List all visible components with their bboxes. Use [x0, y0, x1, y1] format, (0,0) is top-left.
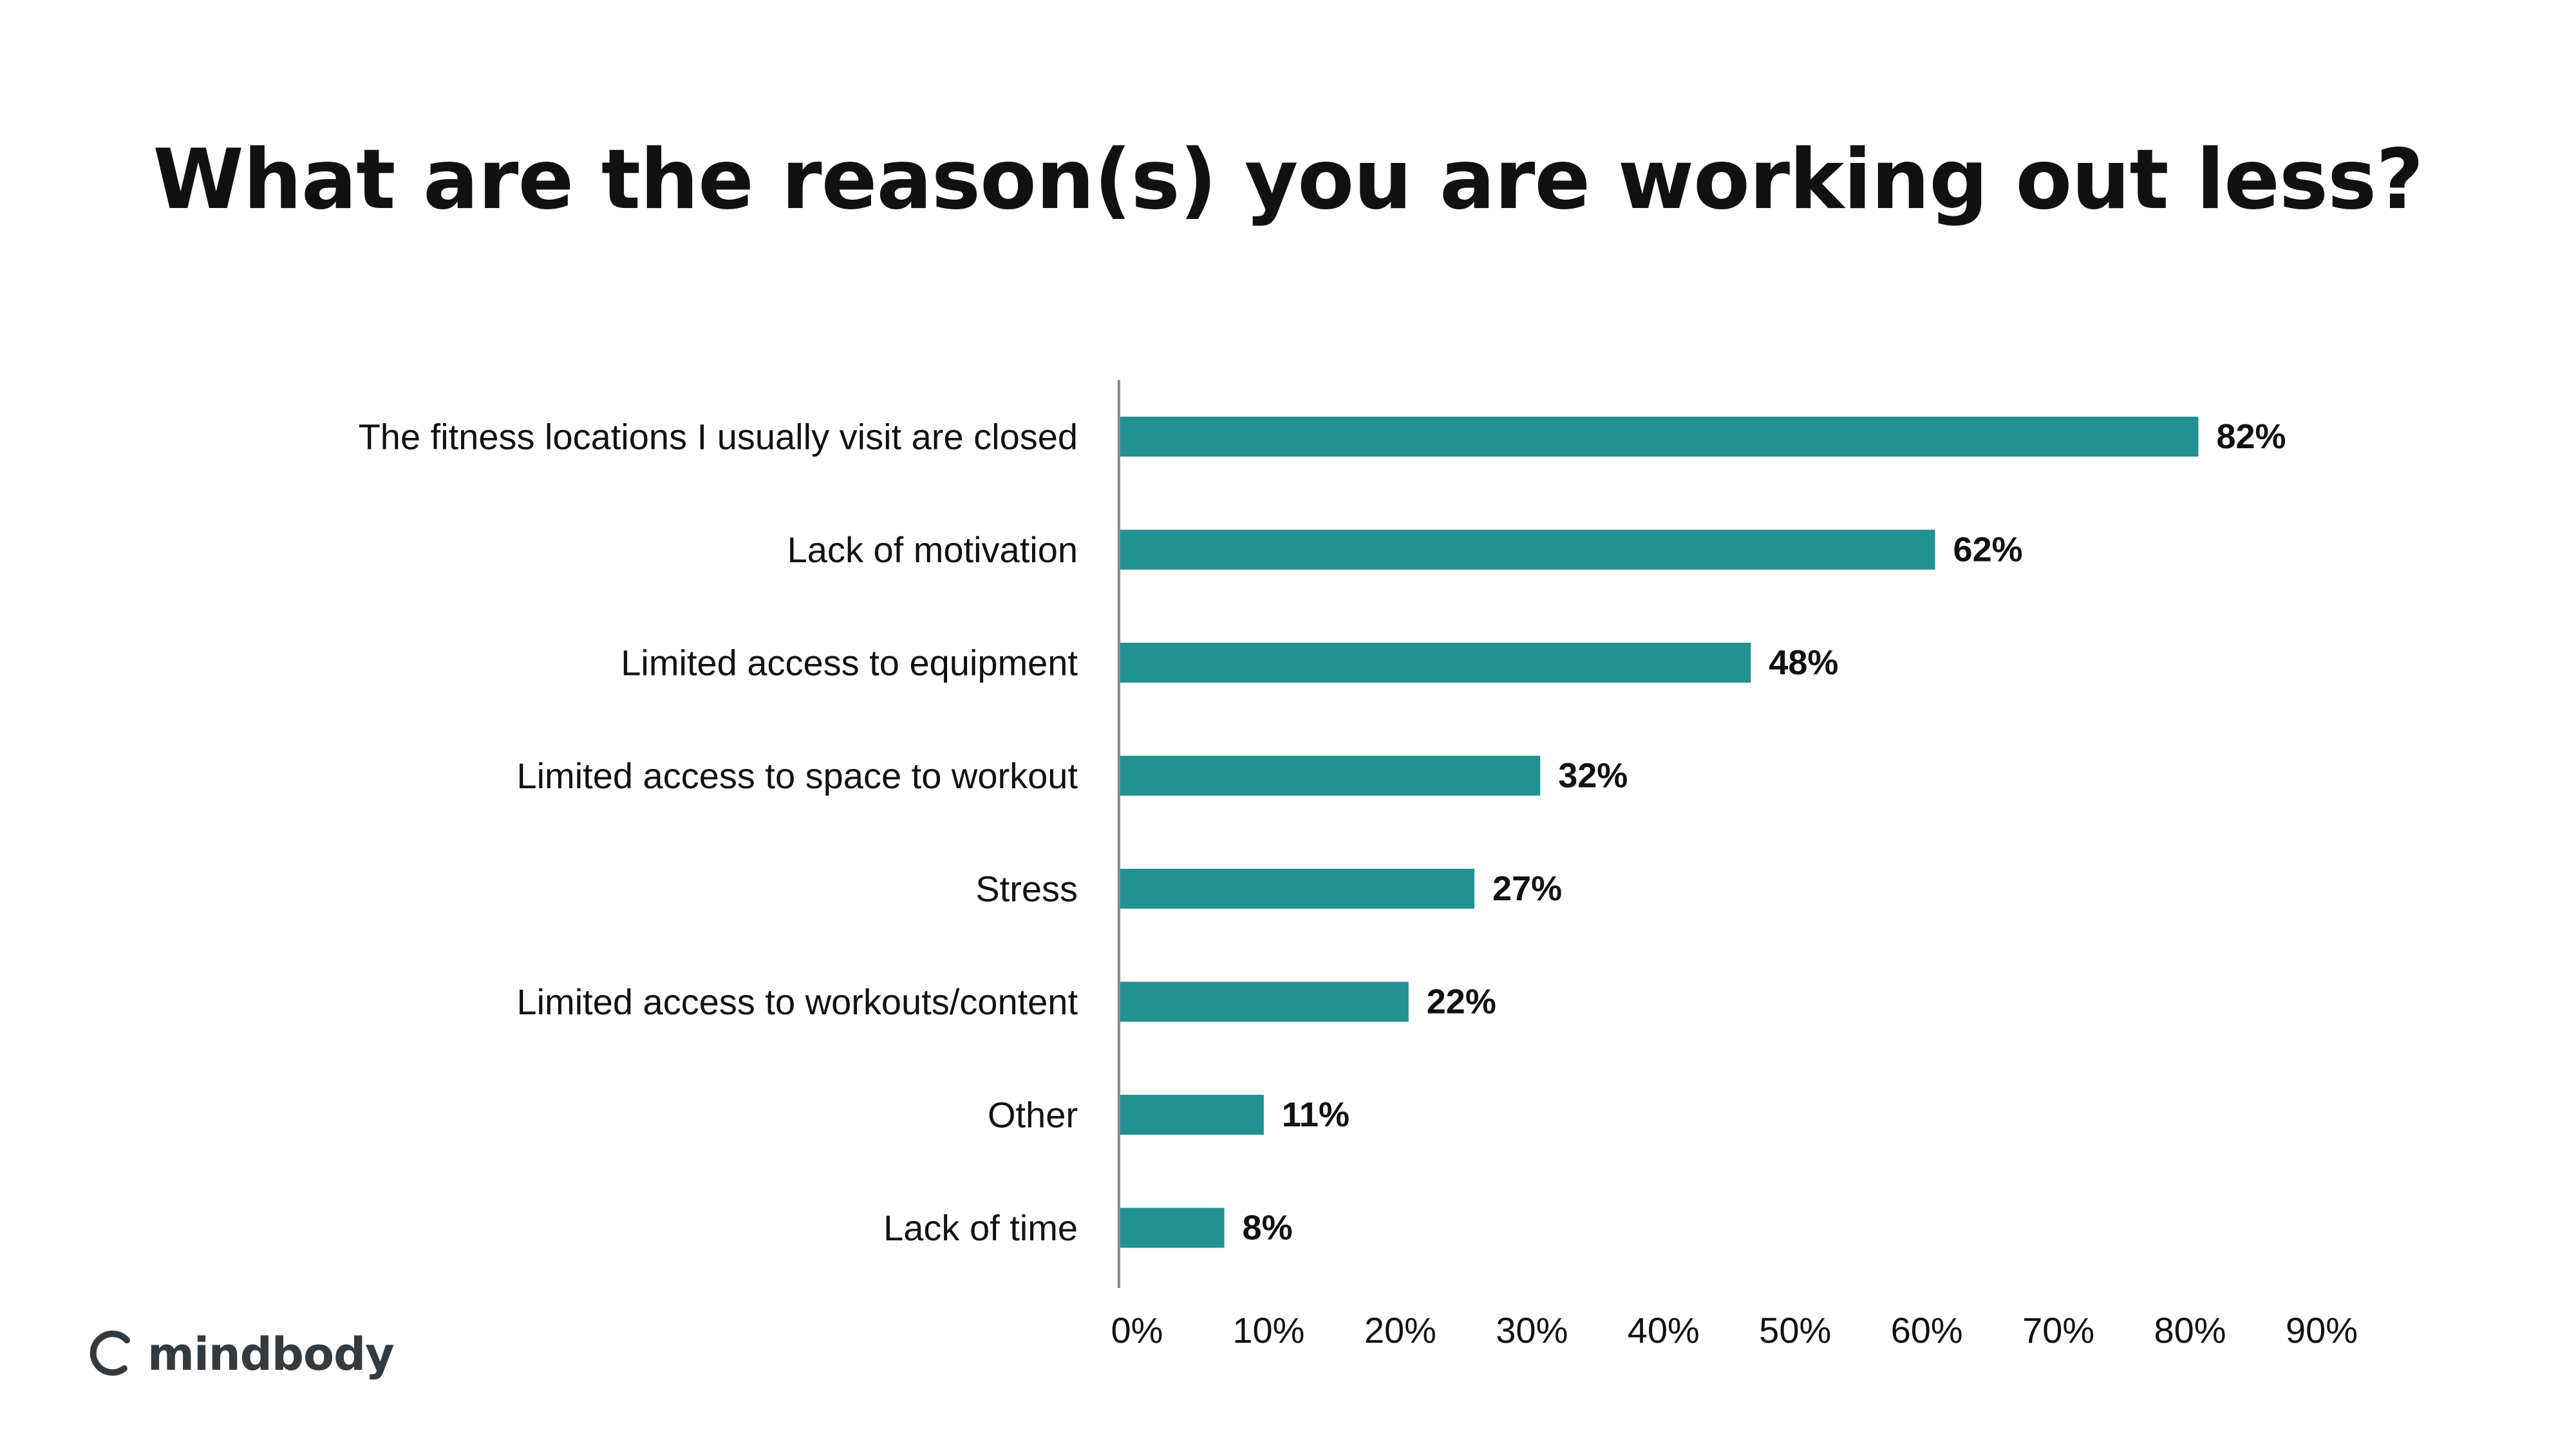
x-tick-label: 70%	[2022, 1310, 2094, 1350]
x-tick-label: 50%	[1759, 1310, 1831, 1350]
value-label: 82%	[2216, 417, 2286, 456]
category-label: The fitness locations I usually visit ar…	[359, 417, 1078, 457]
category-labels: The fitness locations I usually visit ar…	[359, 417, 1078, 1249]
category-label: Lack of motivation	[787, 529, 1078, 570]
category-label: Lack of time	[883, 1208, 1078, 1248]
x-axis-tick-labels: 0% 10% 20% 30% 40% 50% 60% 70% 80% 90%	[1111, 1310, 2358, 1350]
category-label: Other	[988, 1095, 1078, 1135]
value-label: 48%	[1769, 643, 1838, 682]
value-label: 62%	[1953, 531, 2023, 569]
value-label: 32%	[1558, 757, 1628, 795]
brand-name: mindbody	[147, 1328, 395, 1381]
bar-6	[1119, 1095, 1264, 1135]
chart-title: What are the reason(s) you are working o…	[153, 132, 2424, 228]
bar-3	[1119, 755, 1541, 796]
bar-0	[1119, 417, 2199, 457]
value-label: 27%	[1492, 869, 1562, 908]
bar-2	[1119, 643, 1751, 683]
category-label: Stress	[975, 869, 1078, 909]
x-tick-label: 20%	[1364, 1310, 1436, 1350]
x-tick-label: 60%	[1891, 1310, 1963, 1350]
brand-logo: mindbody	[87, 1325, 395, 1383]
bar-5	[1119, 981, 1409, 1022]
x-tick-label: 40%	[1628, 1310, 1700, 1350]
value-labels: 82% 62% 48% 32% 27% 22% 11% 8%	[1243, 417, 2286, 1247]
category-label: Limited access to equipment	[621, 643, 1078, 683]
value-label: 8%	[1243, 1209, 1293, 1247]
category-label: Limited access to workouts/content	[516, 981, 1078, 1022]
x-tick-label: 90%	[2286, 1310, 2358, 1350]
x-tick-label: 80%	[2154, 1310, 2226, 1350]
bar-4	[1119, 869, 1474, 909]
category-label: Limited access to space to workout	[516, 755, 1078, 796]
mindbody-logo-icon	[89, 1331, 130, 1376]
bar-7	[1119, 1208, 1225, 1248]
bar-1	[1119, 529, 1935, 570]
x-tick-label: 30%	[1496, 1310, 1568, 1350]
x-tick-label: 10%	[1232, 1310, 1304, 1350]
x-tick-label: 0%	[1111, 1310, 1163, 1350]
value-label: 22%	[1427, 983, 1496, 1021]
bars-layer	[1119, 417, 2199, 1248]
value-label: 11%	[1282, 1095, 1349, 1134]
